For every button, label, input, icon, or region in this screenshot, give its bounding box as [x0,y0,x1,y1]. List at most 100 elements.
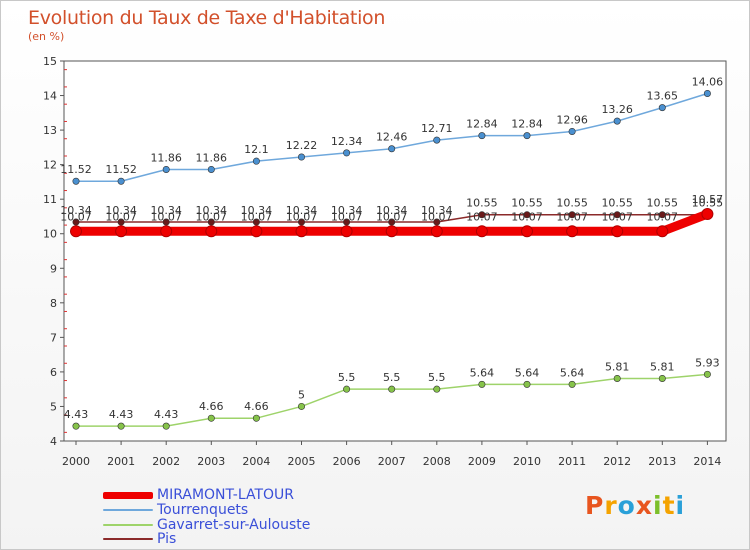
data-point [207,165,215,173]
data-point [385,225,398,238]
data-point [568,380,576,388]
data-point [703,89,711,97]
data-label: 10.34 [286,204,318,217]
proxiti-logo: Proxiti [585,491,685,520]
data-label: 10.55 [647,197,679,210]
data-label: 10.55 [466,197,498,210]
data-label: 11.52 [60,163,92,176]
data-label: 4.43 [109,408,134,421]
data-label: 10.07 [466,210,498,223]
x-tick-label: 2013 [648,455,676,468]
data-point [703,370,711,378]
x-tick-label: 2012 [603,455,631,468]
data-point [523,380,531,388]
data-point [162,218,170,226]
data-point [613,211,621,219]
chart-title: Evolution du Taux de Taxe d'Habitation [28,7,386,29]
data-point [72,422,80,430]
data-point [343,149,351,157]
data-point [343,218,351,226]
data-label: 5.5 [338,371,356,384]
legend-label-miramont-latour: MIRAMONT-LATOUR [157,487,294,503]
data-label: 10.07 [196,210,228,223]
data-point [475,225,488,238]
data-label: 12.84 [511,118,543,131]
data-point [250,225,263,238]
data-label: 4.43 [154,408,179,421]
data-point [701,208,714,221]
data-point [162,422,170,430]
data-label: 12.46 [376,131,408,144]
logo-letter: P [585,491,605,520]
data-point [117,422,125,430]
data-point [162,165,170,173]
data-point [72,177,80,185]
legend-item-tourrenquets: Tourrenquets [103,502,248,518]
data-label: 5.5 [383,371,401,384]
data-label: 10.34 [421,204,453,217]
data-label: 5 [298,388,305,401]
data-point [295,225,308,238]
x-tick-label: 2000 [62,455,90,468]
logo-letter: i [653,491,663,520]
data-label: 10.34 [241,204,273,217]
data-label: 5.5 [428,371,446,384]
y-tick-label: 10 [43,228,57,241]
x-tick-label: 2002 [152,455,180,468]
legend-swatch-miramont-latour [103,491,153,499]
data-label: 11.52 [105,163,137,176]
data-label: 10.55 [692,197,724,210]
data-label: 10.07 [286,210,318,223]
data-point [658,104,666,112]
data-label: 4.43 [64,408,89,421]
data-point [252,157,260,165]
y-tick-label: 13 [43,124,57,137]
data-label: 10.07 [241,210,273,223]
data-label: 10.57 [692,193,724,206]
data-point [433,136,441,144]
data-label: 12.71 [421,122,453,135]
legend-label-pis: Pis [157,531,177,547]
y-tick-label: 6 [50,366,57,379]
data-point [523,132,531,140]
data-point [205,225,218,238]
legend-swatch-pis [103,538,153,540]
data-label: 12.1 [244,143,269,156]
data-point [207,414,215,422]
data-label: 10.34 [60,204,92,217]
data-point [252,218,260,226]
data-label: 10.34 [150,204,182,217]
data-label: 10.07 [60,210,92,223]
y-tick-label: 7 [50,331,57,344]
x-tick-label: 2001 [107,455,135,468]
data-point [297,218,305,226]
data-label: 5.64 [560,366,585,379]
data-label: 10.07 [556,210,588,223]
data-point [478,132,486,140]
data-label: 10.34 [376,204,408,217]
data-point [566,225,579,238]
y-tick-label: 5 [50,400,57,413]
x-tick-label: 2010 [513,455,541,468]
data-label: 4.66 [199,400,224,413]
data-label: 10.34 [331,204,363,217]
data-point [611,225,624,238]
y-tick-label: 8 [50,297,57,310]
data-label: 10.07 [331,210,363,223]
legend-label-gavarret-sur-aulouste: Gavarret-sur-Aulouste [157,517,311,533]
data-label: 13.26 [601,103,633,116]
logo-letter: i [675,491,686,520]
data-label: 12.34 [331,135,363,148]
data-point [117,218,125,226]
data-point [388,218,396,226]
data-label: 14.06 [692,75,724,88]
data-point [658,211,666,219]
data-label: 10.34 [196,204,228,217]
data-point [207,218,215,226]
data-label: 5.81 [605,360,630,373]
x-tick-label: 2003 [197,455,225,468]
data-label: 4.66 [244,400,269,413]
y-tick-label: 14 [43,90,57,103]
data-point [297,402,305,410]
